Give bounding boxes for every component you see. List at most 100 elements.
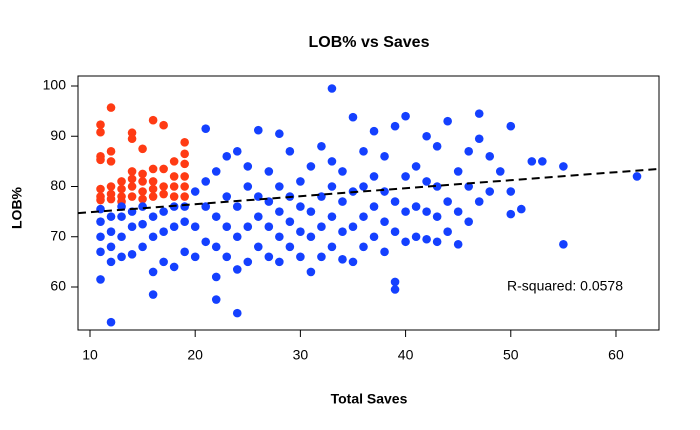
point	[380, 217, 389, 226]
point	[474, 109, 484, 118]
point	[211, 272, 221, 282]
point	[232, 265, 242, 274]
point	[401, 207, 410, 216]
point	[148, 184, 158, 194]
point	[275, 232, 284, 242]
point	[317, 222, 326, 231]
point	[96, 275, 105, 284]
point	[127, 174, 137, 184]
point	[327, 84, 337, 93]
point	[359, 147, 368, 156]
point	[127, 134, 137, 144]
point	[275, 207, 284, 216]
point	[138, 219, 147, 229]
point	[96, 232, 105, 242]
point	[380, 187, 389, 196]
point	[527, 157, 537, 166]
point	[169, 172, 179, 181]
point	[390, 227, 400, 237]
point	[138, 144, 147, 154]
point	[369, 126, 379, 136]
point	[222, 222, 232, 231]
point	[296, 177, 305, 186]
point	[106, 194, 116, 204]
point	[338, 255, 347, 264]
point	[232, 202, 242, 211]
point	[159, 182, 168, 191]
point	[369, 202, 379, 211]
point	[117, 252, 126, 262]
point	[148, 232, 158, 242]
point	[338, 197, 347, 206]
point	[390, 285, 400, 294]
point	[506, 209, 516, 219]
point	[96, 247, 105, 257]
point	[148, 212, 158, 221]
point	[180, 192, 189, 201]
point	[264, 252, 274, 262]
point	[138, 169, 147, 179]
point	[359, 242, 368, 252]
point	[159, 120, 168, 130]
point	[180, 202, 189, 211]
point	[432, 212, 442, 221]
x-tick-label: 30	[293, 347, 309, 363]
point	[169, 157, 179, 166]
point	[485, 187, 495, 196]
point	[243, 162, 253, 171]
point	[243, 182, 253, 191]
point	[190, 252, 200, 262]
point	[348, 222, 358, 231]
point	[106, 182, 116, 191]
point	[180, 137, 189, 147]
point	[380, 152, 389, 161]
point	[422, 207, 431, 216]
point	[338, 227, 347, 237]
y-tick-label: 70	[50, 227, 66, 243]
y-tick-label: 100	[43, 77, 67, 93]
point	[306, 207, 316, 216]
point	[106, 212, 116, 221]
point	[159, 227, 168, 237]
point	[559, 239, 568, 249]
point	[516, 204, 526, 214]
point	[243, 257, 253, 267]
point	[96, 155, 105, 165]
point	[275, 129, 284, 139]
point	[148, 192, 158, 201]
point	[201, 202, 211, 211]
point	[180, 217, 189, 226]
point	[306, 232, 316, 242]
point	[190, 187, 200, 196]
point	[390, 121, 400, 131]
point	[159, 257, 168, 267]
point	[201, 237, 211, 247]
point	[138, 242, 147, 252]
point	[159, 189, 168, 199]
point	[254, 242, 263, 252]
point	[464, 217, 473, 226]
point	[138, 177, 147, 186]
point	[285, 217, 295, 226]
point	[159, 164, 168, 174]
point	[390, 197, 400, 206]
y-tick-label: 60	[50, 278, 66, 294]
chart-title: LOB% vs Saves	[309, 34, 430, 51]
point	[432, 237, 442, 247]
point	[285, 242, 295, 252]
point	[169, 182, 179, 191]
point	[127, 222, 137, 231]
point	[201, 177, 211, 186]
point	[96, 120, 105, 129]
point	[359, 212, 368, 221]
point	[390, 277, 400, 287]
point	[453, 207, 463, 216]
point	[190, 222, 200, 231]
point	[106, 242, 116, 252]
point	[96, 127, 105, 137]
point	[306, 162, 316, 171]
point	[453, 239, 463, 249]
point	[464, 147, 473, 156]
point	[443, 227, 452, 237]
point	[559, 162, 568, 171]
